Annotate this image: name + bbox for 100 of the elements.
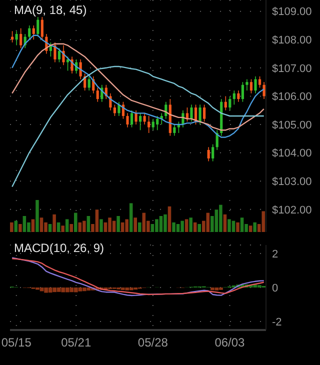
candlestick <box>20 28 22 48</box>
bar <box>48 224 52 232</box>
bar <box>228 219 231 232</box>
candlestick <box>232 90 236 106</box>
y-tick-label: $107.00 <box>272 62 312 75</box>
candlestick <box>207 146 210 162</box>
candlestick <box>262 82 266 100</box>
y-tick-label: $106.00 <box>272 91 312 104</box>
x-tick-label: 05/15 <box>1 336 32 350</box>
candlestick <box>28 25 31 40</box>
bar <box>86 216 90 232</box>
candlestick <box>254 76 257 94</box>
y-tick-label: 2 <box>272 248 278 260</box>
bar <box>253 222 256 232</box>
bar <box>125 219 128 232</box>
bar <box>176 224 180 232</box>
candlestick <box>198 104 202 125</box>
y-tick-label: 0 <box>272 282 278 294</box>
bar <box>18 224 22 232</box>
bar <box>236 222 240 232</box>
candlestick <box>241 82 244 102</box>
bar <box>219 204 222 232</box>
candlestick <box>139 112 142 131</box>
candlestick <box>70 56 74 74</box>
bar <box>155 219 158 232</box>
bar <box>184 219 188 232</box>
bar <box>193 222 197 232</box>
candlestick <box>130 110 134 128</box>
bar <box>262 211 265 232</box>
bar <box>100 219 103 232</box>
bar <box>14 220 18 232</box>
bar <box>129 203 133 232</box>
candlestick <box>96 87 99 102</box>
bar <box>31 219 35 232</box>
candlestick <box>212 144 214 162</box>
bar <box>95 210 99 232</box>
candlestick <box>88 76 90 91</box>
y-tick-label: -2 <box>272 316 282 328</box>
bar <box>78 222 82 232</box>
chart-title: MA(9, 18, 45) <box>14 3 87 17</box>
bar <box>108 218 112 232</box>
candlestick <box>224 96 227 111</box>
candlestick <box>54 42 56 63</box>
bar <box>61 226 64 232</box>
candlestick <box>118 101 120 116</box>
chart-title: MACD(10, 26, 9) <box>14 241 104 255</box>
bar <box>180 220 184 232</box>
bar <box>74 212 78 232</box>
y-tick-label: $105.00 <box>272 119 312 132</box>
bar <box>189 218 192 232</box>
bar <box>40 218 44 232</box>
candlestick <box>15 30 18 46</box>
bar <box>172 222 176 232</box>
candlestick <box>134 110 138 125</box>
bar <box>22 216 26 232</box>
candlestick <box>58 48 61 63</box>
candlestick <box>126 112 129 128</box>
bar <box>36 200 39 232</box>
bar <box>52 214 56 232</box>
candlestick <box>228 96 232 111</box>
bar <box>206 212 210 232</box>
bar <box>240 218 244 232</box>
x-tick-label: 05/21 <box>61 336 92 350</box>
candlestick <box>36 16 40 38</box>
y-tick-label: $102.00 <box>272 204 312 216</box>
bar <box>248 226 252 232</box>
bar <box>10 222 14 232</box>
bar <box>56 222 60 232</box>
candlestick <box>143 112 146 125</box>
candlestick <box>190 104 193 122</box>
bar <box>198 224 201 232</box>
bar <box>223 214 227 232</box>
candlestick <box>148 116 150 134</box>
candlestick <box>250 78 253 94</box>
bar <box>112 220 116 232</box>
bar <box>168 206 172 232</box>
bar <box>116 216 120 232</box>
y-tick-label: $103.00 <box>272 176 312 188</box>
line-series <box>12 66 264 188</box>
bar <box>70 224 73 232</box>
bar <box>142 212 146 232</box>
bar <box>120 222 124 232</box>
candlestick <box>237 90 240 102</box>
candlestick <box>32 25 35 40</box>
candlestick <box>203 104 206 122</box>
candlestick <box>173 124 176 136</box>
candlestick <box>152 118 154 131</box>
bar <box>134 218 137 232</box>
bar <box>164 214 167 232</box>
candlestick <box>246 78 248 91</box>
bar <box>65 219 69 232</box>
y-tick-label: $108.00 <box>272 34 312 47</box>
candlestick <box>156 116 159 131</box>
bar <box>232 220 236 232</box>
x-tick-label: 06/03 <box>214 336 246 350</box>
y-tick-label: $109.00 <box>272 6 312 18</box>
bar <box>82 220 86 232</box>
candlestick <box>40 16 44 40</box>
candlestick <box>113 104 116 116</box>
bar <box>138 222 142 232</box>
